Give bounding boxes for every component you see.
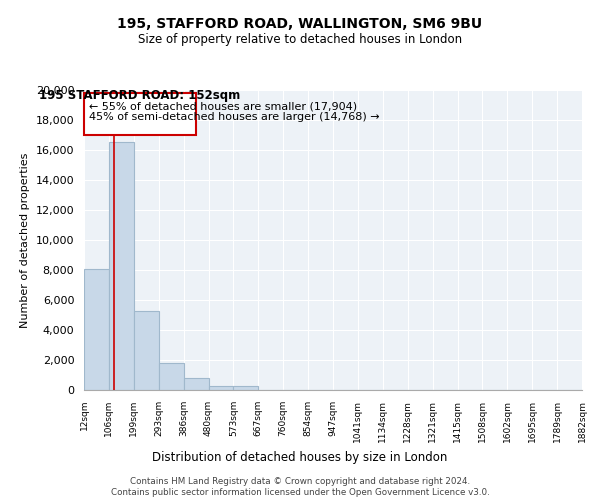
- Text: Contains HM Land Registry data © Crown copyright and database right 2024.: Contains HM Land Registry data © Crown c…: [130, 476, 470, 486]
- Bar: [233, 386, 259, 390]
- FancyBboxPatch shape: [84, 93, 196, 135]
- Text: Contains public sector information licensed under the Open Government Licence v3: Contains public sector information licen…: [110, 488, 490, 497]
- Bar: [84, 268, 109, 390]
- Bar: [159, 363, 184, 390]
- Text: Distribution of detached houses by size in London: Distribution of detached houses by size …: [152, 451, 448, 464]
- Text: 45% of semi-detached houses are larger (14,768) →: 45% of semi-detached houses are larger (…: [89, 112, 380, 122]
- Bar: [209, 386, 233, 390]
- Bar: [134, 310, 159, 390]
- Text: ← 55% of detached houses are smaller (17,904): ← 55% of detached houses are smaller (17…: [89, 102, 357, 112]
- Y-axis label: Number of detached properties: Number of detached properties: [20, 152, 30, 328]
- Bar: [109, 142, 134, 390]
- Text: 195, STAFFORD ROAD, WALLINGTON, SM6 9BU: 195, STAFFORD ROAD, WALLINGTON, SM6 9BU: [118, 18, 482, 32]
- Text: Size of property relative to detached houses in London: Size of property relative to detached ho…: [138, 32, 462, 46]
- Bar: [184, 378, 209, 390]
- Text: 195 STAFFORD ROAD: 152sqm: 195 STAFFORD ROAD: 152sqm: [40, 90, 241, 102]
